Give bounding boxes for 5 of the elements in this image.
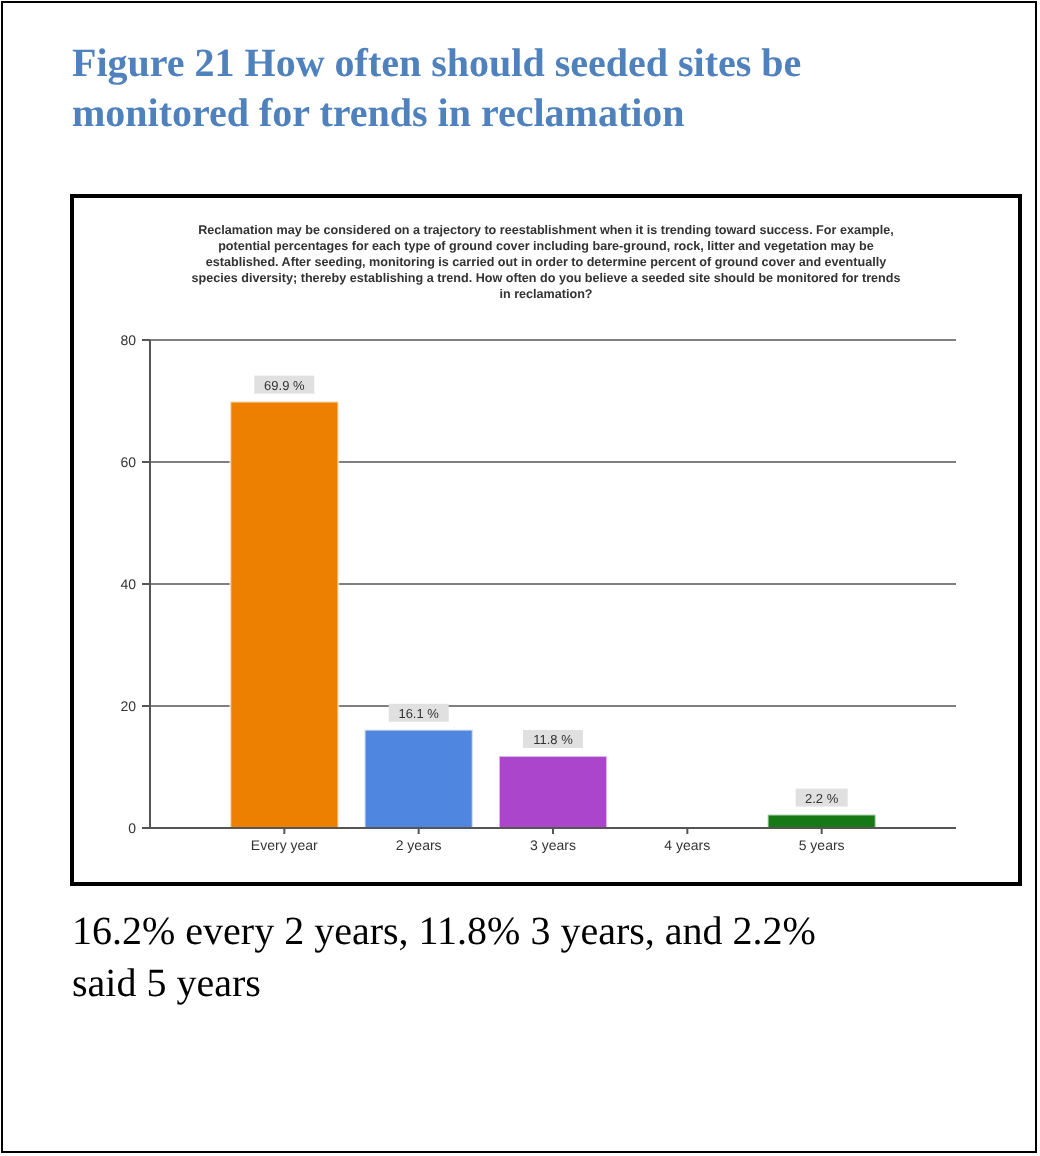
bar	[498, 755, 608, 829]
chart-title: Figure 21 How often should seeded sites be monitored for trends in reclamation	[72, 42, 802, 136]
bar	[229, 400, 340, 829]
bar	[363, 728, 474, 829]
text: 16.2% every 2 years, 11.8% 3 years, and 2.2% said 5 years	[72, 910, 816, 1006]
